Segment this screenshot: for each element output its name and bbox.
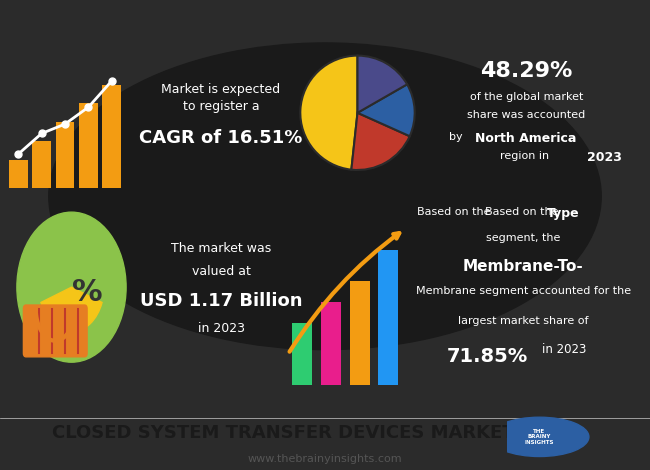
Text: Membrane-To-: Membrane-To- bbox=[463, 258, 584, 274]
Text: segment, the: segment, the bbox=[486, 233, 560, 243]
Text: to register a: to register a bbox=[183, 100, 259, 113]
Text: by: by bbox=[449, 132, 467, 141]
Bar bbox=[321, 302, 341, 385]
Text: USD 1.17 Billion: USD 1.17 Billion bbox=[140, 292, 302, 310]
Text: region in: region in bbox=[500, 151, 552, 161]
Wedge shape bbox=[300, 55, 358, 170]
Wedge shape bbox=[358, 55, 407, 113]
Text: largest market share of: largest market share of bbox=[458, 316, 588, 326]
Text: in 2023: in 2023 bbox=[542, 344, 586, 356]
Text: CLOSED SYSTEM TRANSFER DEVICES MARKET: CLOSED SYSTEM TRANSFER DEVICES MARKET bbox=[52, 424, 515, 442]
Text: of the global market: of the global market bbox=[470, 92, 583, 102]
Text: The market was: The market was bbox=[171, 242, 271, 255]
Text: %: % bbox=[72, 278, 103, 307]
Text: Type: Type bbox=[547, 207, 580, 220]
Bar bbox=[9, 160, 27, 188]
Text: Based on the: Based on the bbox=[417, 207, 495, 217]
Bar bbox=[32, 141, 51, 188]
Bar bbox=[103, 85, 121, 188]
Bar bbox=[79, 103, 98, 188]
Bar bbox=[292, 323, 313, 385]
Wedge shape bbox=[41, 287, 102, 332]
Text: www.thebrainyinsights.com: www.thebrainyinsights.com bbox=[248, 454, 402, 464]
Text: Based on the: Based on the bbox=[485, 207, 562, 217]
Text: 71.85%: 71.85% bbox=[447, 347, 528, 367]
Circle shape bbox=[490, 417, 589, 456]
Bar bbox=[56, 122, 74, 188]
Circle shape bbox=[17, 212, 126, 362]
Text: CAGR of 16.51%: CAGR of 16.51% bbox=[139, 129, 303, 147]
Text: valued at: valued at bbox=[192, 265, 250, 278]
Text: North America: North America bbox=[475, 132, 577, 145]
Text: share was accounted: share was accounted bbox=[467, 110, 586, 120]
Bar bbox=[350, 281, 370, 385]
Wedge shape bbox=[358, 84, 415, 136]
FancyBboxPatch shape bbox=[23, 305, 87, 357]
Text: in 2023: in 2023 bbox=[198, 322, 244, 335]
Text: Market is expected: Market is expected bbox=[161, 83, 281, 96]
Wedge shape bbox=[352, 113, 410, 170]
Text: 2023: 2023 bbox=[588, 151, 622, 164]
Ellipse shape bbox=[49, 43, 601, 350]
Text: Membrane segment accounted for the: Membrane segment accounted for the bbox=[416, 286, 630, 296]
Bar bbox=[378, 250, 398, 385]
Text: 48.29%: 48.29% bbox=[480, 61, 573, 81]
Text: THE
BRAINY
INSIGHTS: THE BRAINY INSIGHTS bbox=[525, 429, 554, 445]
